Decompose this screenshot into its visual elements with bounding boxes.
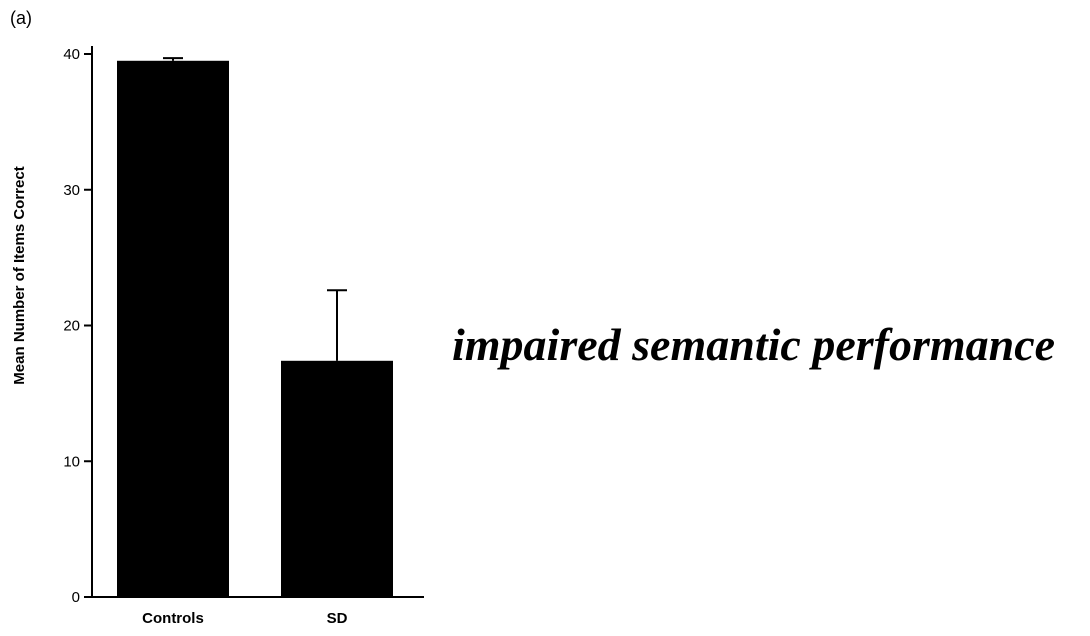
y-tick-label: 0	[72, 589, 80, 606]
y-tick-label: 30	[63, 182, 80, 199]
y-ticks: 0 10 20 30 40	[63, 46, 92, 606]
bar-controls	[117, 60, 229, 598]
bars	[117, 57, 393, 598]
category-labels: Controls SD	[142, 610, 347, 627]
y-axis-title: Mean Number of Items Correct	[11, 166, 28, 384]
y-tick-label: 20	[63, 318, 80, 335]
panel-label: (a)	[10, 8, 32, 28]
bar-chart: 0 10 20 30 40 Controls SD Mean Number of Item…	[11, 46, 424, 627]
y-tick-label: 40	[63, 46, 80, 63]
annotation-text: impaired semantic performance	[452, 319, 1056, 370]
category-label: Controls	[142, 610, 204, 627]
bar-sd	[281, 360, 393, 597]
category-label: SD	[327, 610, 348, 627]
y-tick-label: 10	[63, 453, 80, 470]
